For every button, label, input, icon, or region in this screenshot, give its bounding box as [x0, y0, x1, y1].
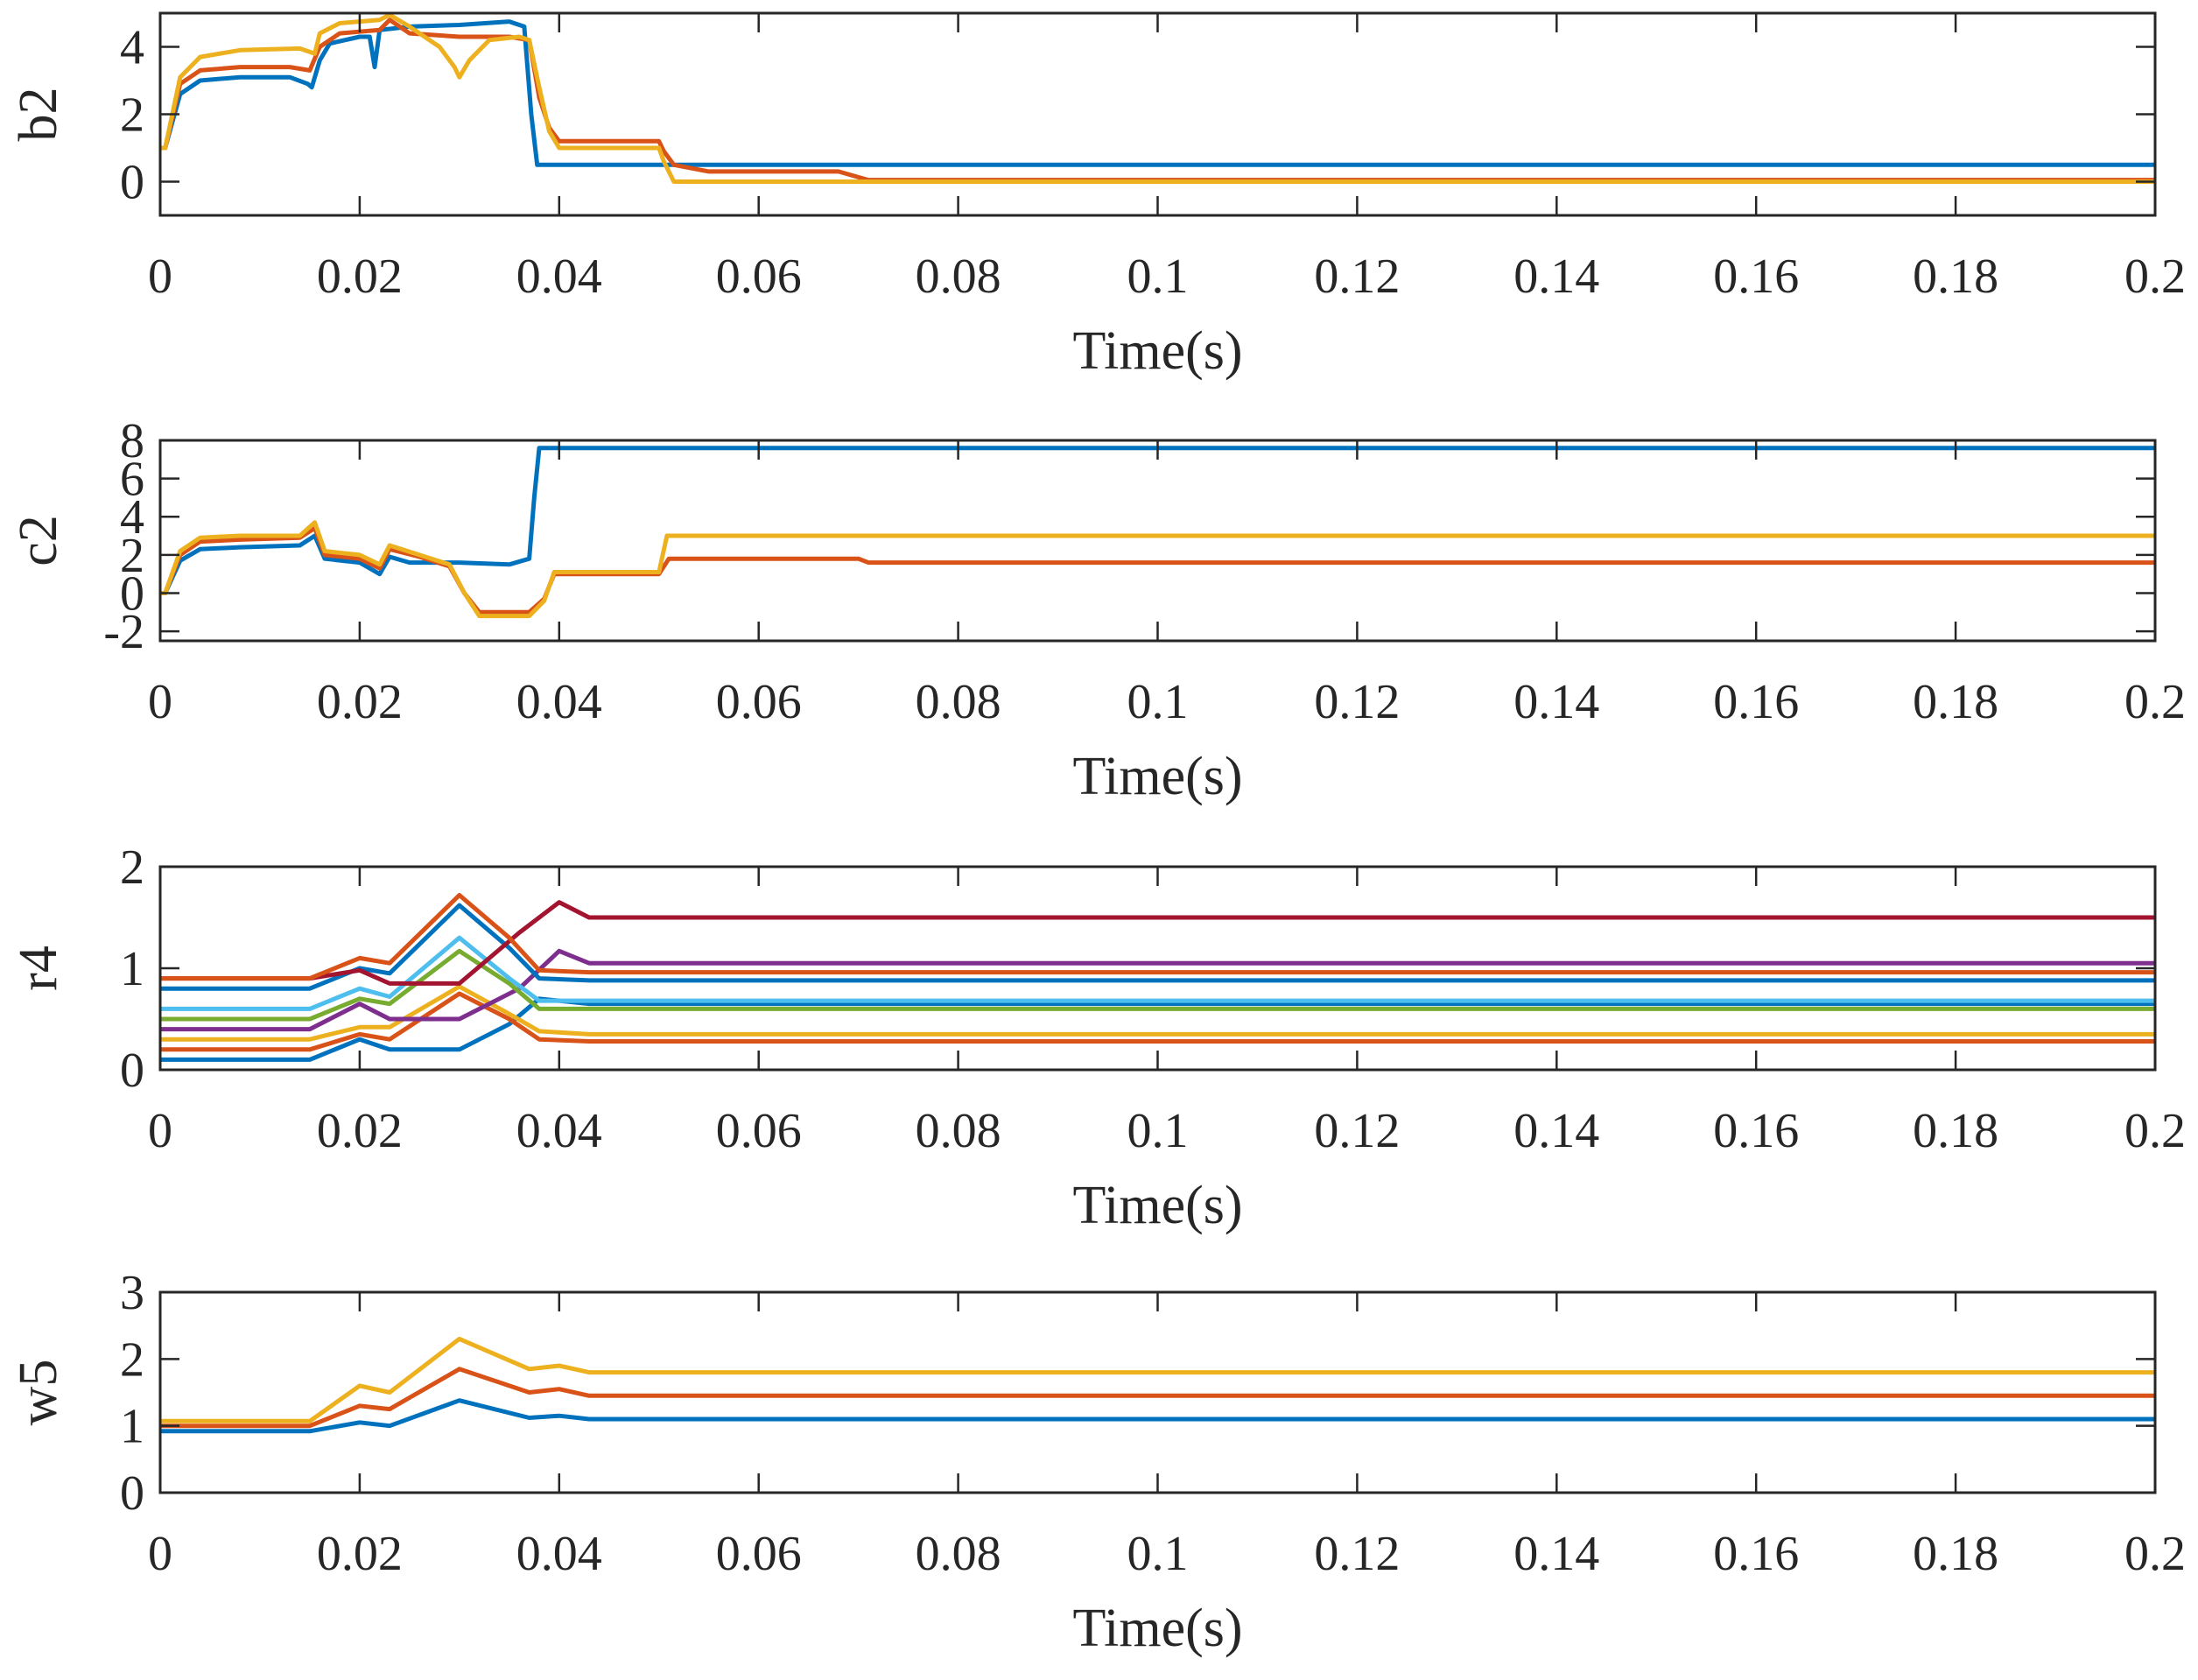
x-tick-label: 0.2 [2124, 250, 2186, 304]
x-tick-label: 0 [148, 675, 172, 729]
series-group [160, 1336, 2155, 1434]
series-line-7 [160, 903, 2155, 991]
subplot-c2: 0 0.02 0.04 0.06 0.08 0.1 0.12 0.14 0.16 0.18 0.2 -… [9, 414, 2186, 806]
x-axis-title: Time(s) [1072, 1599, 1242, 1658]
y-tick-label: 0 [120, 566, 144, 621]
plot-frame [158, 11, 2157, 217]
x-tick-label: 0.06 [716, 675, 802, 729]
series-line-5 [160, 948, 2155, 1022]
y-tick-label: 4 [120, 490, 144, 545]
x-tick-label: 0.02 [317, 1527, 403, 1581]
x-tick-label: 0.14 [1513, 250, 1599, 304]
x-tick-label: 0.14 [1513, 1527, 1599, 1581]
x-tick-label: 0.18 [1913, 1527, 1998, 1581]
y-tick-label: 2 [120, 88, 144, 143]
x-tick-label: 0 [148, 1104, 172, 1158]
x-tick-label: 0.18 [1913, 1104, 1998, 1158]
y-axis-title: c2 [9, 515, 68, 566]
x-tick-label: 0.16 [1713, 250, 1799, 304]
x-tick-label: 0.12 [1314, 1104, 1400, 1158]
x-axis-title: Time(s) [1072, 1176, 1242, 1235]
plot-frame [158, 439, 2157, 643]
series-line-3 [160, 520, 2155, 619]
x-tick-label: 0.08 [916, 675, 1001, 729]
y-axis-title: b2 [9, 88, 68, 142]
y-tick-label: 2 [120, 840, 144, 895]
x-tick-label: 0.08 [916, 1527, 1001, 1581]
series-line-3 [160, 13, 2155, 184]
x-tick-label: 0 [148, 1527, 172, 1581]
x-tick-label: 0.06 [716, 1527, 802, 1581]
x-tick-label: 0.16 [1713, 1104, 1799, 1158]
series-group [160, 13, 2155, 184]
x-tick-label: 0.04 [516, 675, 602, 729]
x-tick-label: 0.14 [1513, 675, 1599, 729]
series-line-2 [160, 991, 2155, 1052]
y-tick-label: 4 [120, 21, 144, 75]
x-tick-label: 0.08 [916, 250, 1001, 304]
x-tick-label: 0.04 [516, 250, 602, 304]
x-tick-label: 0.16 [1713, 675, 1799, 729]
series-line-1 [160, 446, 2155, 595]
series-line-2 [160, 1367, 2155, 1429]
x-axis-title: Time(s) [1072, 321, 1242, 381]
series-line-2 [160, 18, 2155, 183]
subplot-r4: 0 0.02 0.04 0.06 0.08 0.1 0.12 0.14 0.16 0.18 0.2 0… [9, 840, 2186, 1235]
series-line-1 [160, 19, 2155, 167]
y-tick-label: 0 [120, 156, 144, 210]
series-line-2 [160, 525, 2155, 615]
x-tick-label: 0.1 [1127, 1527, 1189, 1581]
x-tick-label: 0.14 [1513, 1104, 1599, 1158]
x-tick-label: 0.18 [1913, 250, 1998, 304]
series-line-4 [160, 948, 2155, 1032]
x-tick-label: 0.06 [716, 250, 802, 304]
y-tick-label: 8 [120, 414, 144, 468]
x-tick-label: 0.12 [1314, 675, 1400, 729]
y-tick-label: 0 [120, 1466, 144, 1521]
x-tick-label: 0.06 [716, 1104, 802, 1158]
y-tick-label: 0 [120, 1044, 144, 1098]
x-tick-label: 0.04 [516, 1104, 602, 1158]
x-tick-label: 0.2 [2124, 1104, 2186, 1158]
x-axis-title: Time(s) [1072, 747, 1242, 806]
y-tick-label: 6 [120, 453, 144, 507]
x-tick-label: 0.1 [1127, 675, 1189, 729]
x-tick-label: 0.02 [317, 250, 403, 304]
y-axis-title: w5 [9, 1360, 68, 1426]
x-tick-label: 0 [148, 250, 172, 304]
y-tick-label: 3 [120, 1266, 144, 1320]
y-tick-label: 1 [120, 1400, 144, 1454]
series-group [160, 446, 2155, 619]
x-tick-label: 0.2 [2124, 1527, 2186, 1581]
series-line-6 [160, 935, 2155, 1011]
x-tick-label: 0.16 [1713, 1527, 1799, 1581]
series-line-8 [160, 900, 2155, 986]
y-tick-label: 2 [120, 1332, 144, 1387]
y-tick-label: -2 [103, 605, 144, 659]
x-tick-label: 0.02 [317, 1104, 403, 1158]
series-line-9 [160, 893, 2155, 981]
x-tick-label: 0.1 [1127, 250, 1189, 304]
series-line-3 [160, 1336, 2155, 1423]
y-tick-label: 2 [120, 529, 144, 583]
x-tick-label: 0.2 [2124, 675, 2186, 729]
y-axis-title: r4 [9, 945, 68, 991]
subplot-b2: 0 0.02 0.04 0.06 0.08 0.1 0.12 0.14 0.16 0.18 0.2 0… [9, 11, 2186, 381]
plot-frame [158, 1290, 2157, 1494]
subplot-w5: 0 0.02 0.04 0.06 0.08 0.1 0.12 0.14 0.16 0.18 0.2 0… [9, 1266, 2186, 1658]
x-tick-label: 0.1 [1127, 1104, 1189, 1158]
series-line-1 [160, 1398, 2155, 1434]
x-tick-label: 0.12 [1314, 1527, 1400, 1581]
x-tick-label: 0.02 [317, 675, 403, 729]
x-tick-label: 0.04 [516, 1527, 602, 1581]
series-group [160, 893, 2155, 1062]
series-line-3 [160, 984, 2155, 1042]
x-tick-label: 0.08 [916, 1104, 1001, 1158]
x-tick-label: 0.18 [1913, 675, 1998, 729]
x-tick-label: 0.12 [1314, 250, 1400, 304]
y-tick-label: 1 [120, 942, 144, 996]
